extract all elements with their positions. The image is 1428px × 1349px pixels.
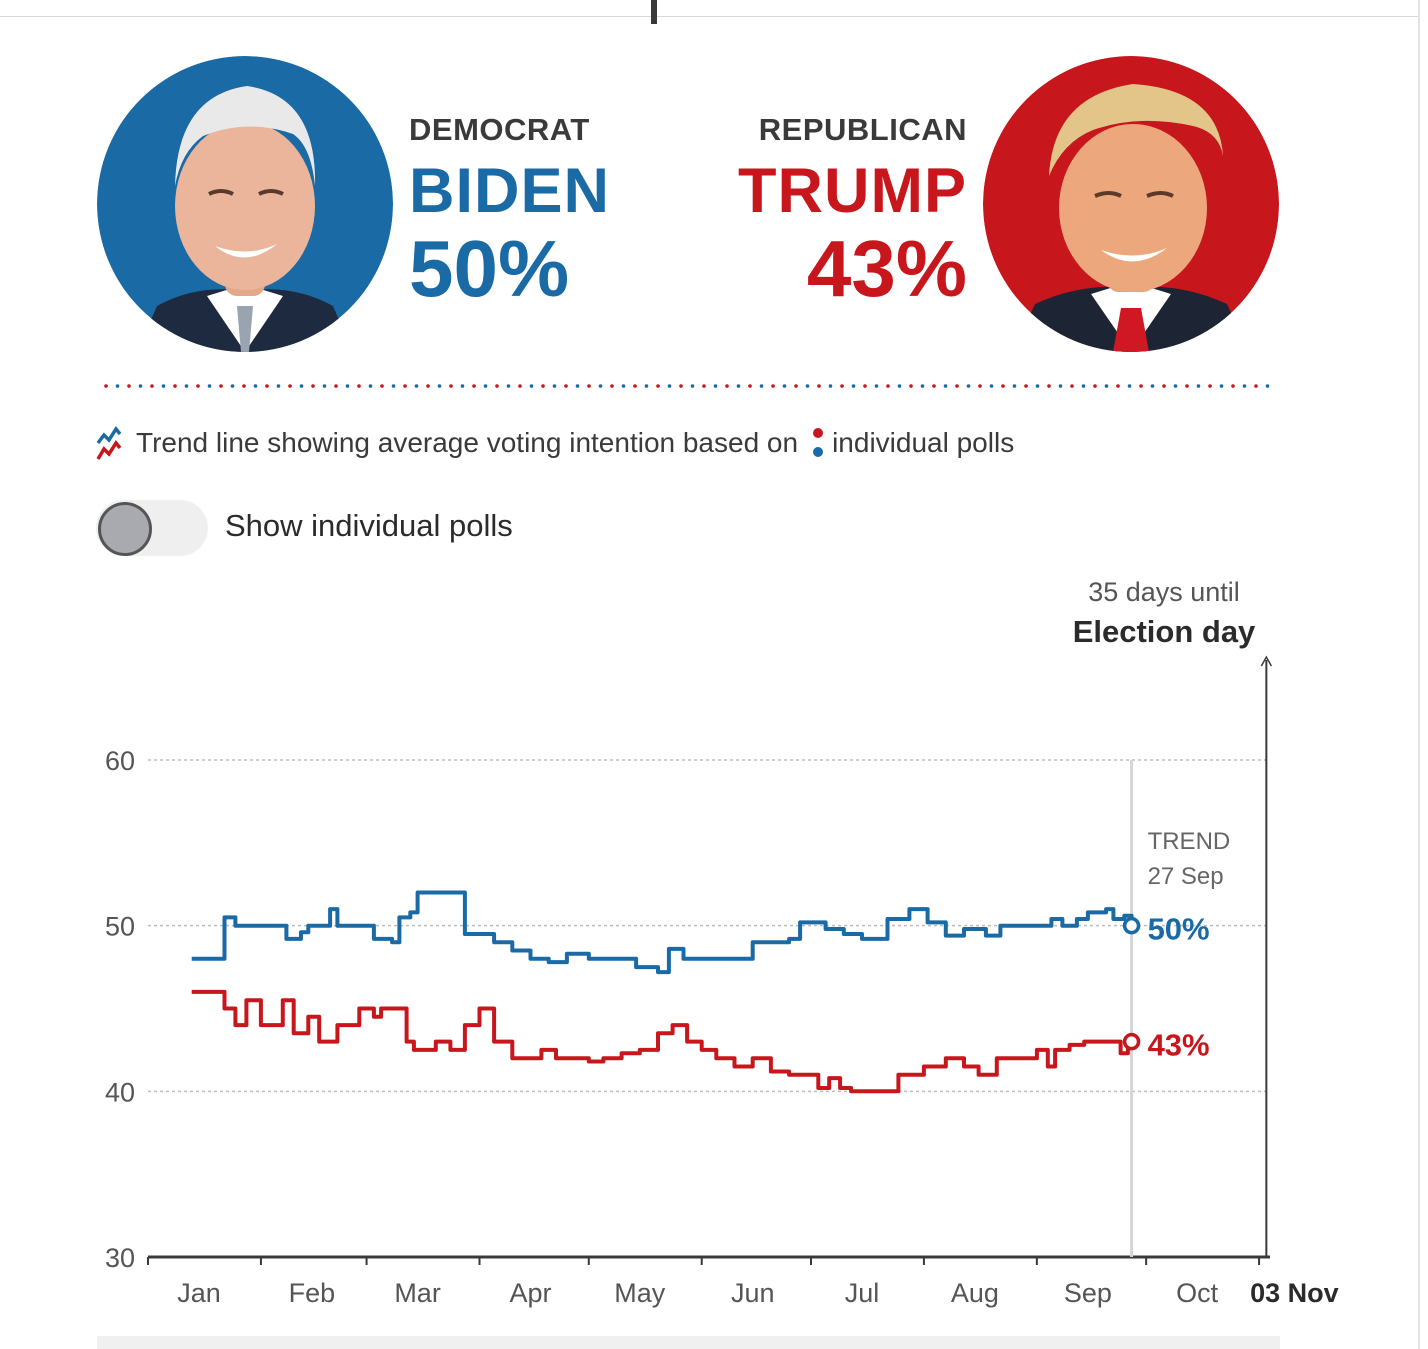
x-tick-label-feb: Feb [289,1278,336,1308]
democrat-party-label: DEMOCRAT [409,112,590,147]
show-polls-label: Show individual polls [225,508,513,543]
series-end-marker-0 [1122,916,1141,935]
x-tick-label-aug: Aug [951,1278,999,1308]
y-tick-label: 30 [105,1243,135,1273]
series-end-marker-1 [1122,1032,1141,1051]
trend-label: TREND [1148,828,1231,855]
x-tick-label-jun: Jun [731,1278,775,1308]
y-tick-label: 40 [105,1077,135,1107]
series-end-label-1: 43% [1148,1028,1210,1063]
right-divider [1418,0,1420,1349]
x-tick-label-mar: Mar [394,1278,441,1308]
dotted-divider [104,384,1270,388]
poll-dots-icon [813,428,824,457]
countdown-text: 35 days until [1088,577,1240,607]
biden-portrait [97,56,393,352]
y-tick-label: 60 [105,746,135,776]
election-day-label: Election day [1072,614,1256,649]
show-polls-toggle[interactable] [96,500,208,556]
legend-trend-text: Trend line showing average voting intent… [136,427,799,458]
trend-line-icon [96,425,122,460]
y-tick-label: 50 [105,912,135,942]
x-tick-label-jul: Jul [845,1278,880,1308]
top-divider [0,16,1418,17]
trend-date-label: 27 Sep [1148,863,1224,890]
heading-remnant [651,0,657,24]
republican-name: TRUMP [738,156,967,226]
republican-percent: 43% [806,224,967,313]
republican-block: REPUBLICAN TRUMP 43% [738,112,967,309]
series-line-1 [191,989,1134,1094]
democrat-name: BIDEN [409,156,611,226]
republican-party-label: REPUBLICAN [758,112,967,147]
series-end-label-0: 50% [1148,912,1210,947]
bottom-strip [97,1336,1280,1349]
election-day-arrow [1260,655,1273,667]
democrat-block: DEMOCRAT BIDEN 50% [409,112,610,309]
election-date-label: 03 Nov [1250,1278,1339,1308]
legend-polls-text: individual polls [832,427,1015,458]
x-tick-label-sep: Sep [1064,1278,1112,1308]
x-tick-label-may: May [614,1278,666,1308]
x-tick-label-oct: Oct [1176,1278,1219,1308]
series-line-0 [191,890,1134,975]
legend: Trend line showing average voting intent… [96,425,1014,461]
election-countdown: 35 days until Election day [1052,577,1276,650]
toggle-knob[interactable] [98,502,152,556]
x-tick-label-apr: Apr [509,1278,551,1308]
democrat-percent: 50% [409,224,570,313]
trump-portrait [983,56,1279,352]
x-tick-label-jan: Jan [177,1278,221,1308]
